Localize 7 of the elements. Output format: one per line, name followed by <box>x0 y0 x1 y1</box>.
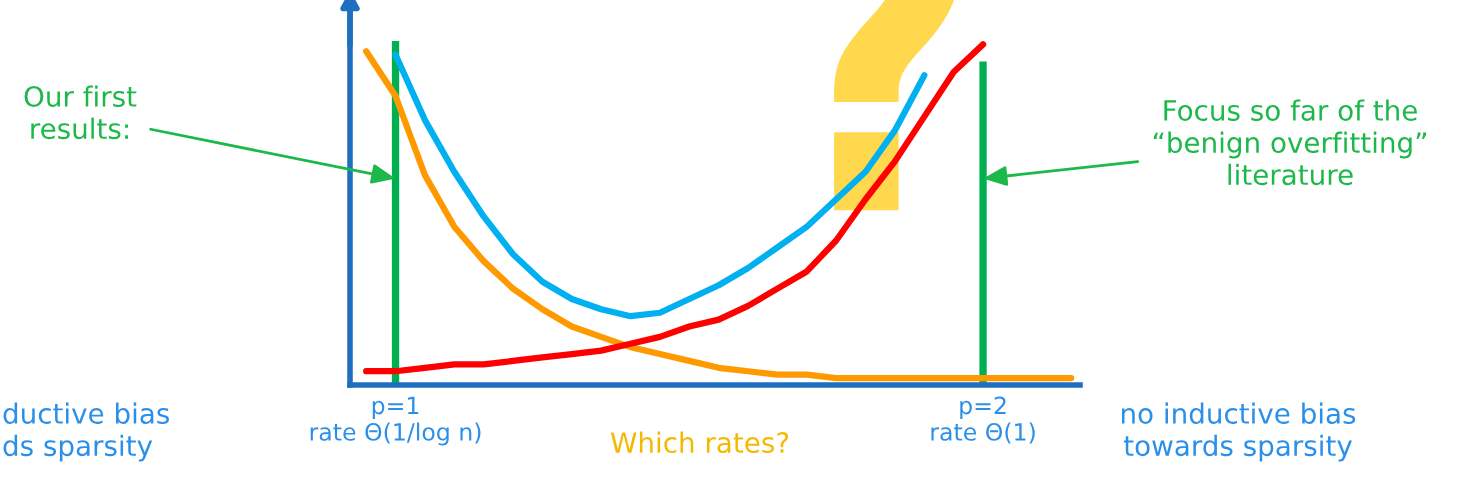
x-tick-label: p=1 rate Θ(1/log n) <box>310 396 481 446</box>
annotation: Our first results: <box>24 85 137 140</box>
text: ductive bias ds sparsity <box>3 402 169 462</box>
text: no inductive bias towards sparsity <box>1121 402 1356 462</box>
annotation: Focus so far of the “benign overfitting” literature <box>1153 99 1427 186</box>
text: Which rates? <box>610 431 789 454</box>
x-tick-label: p=2 rate Θ(1) <box>931 396 1035 444</box>
